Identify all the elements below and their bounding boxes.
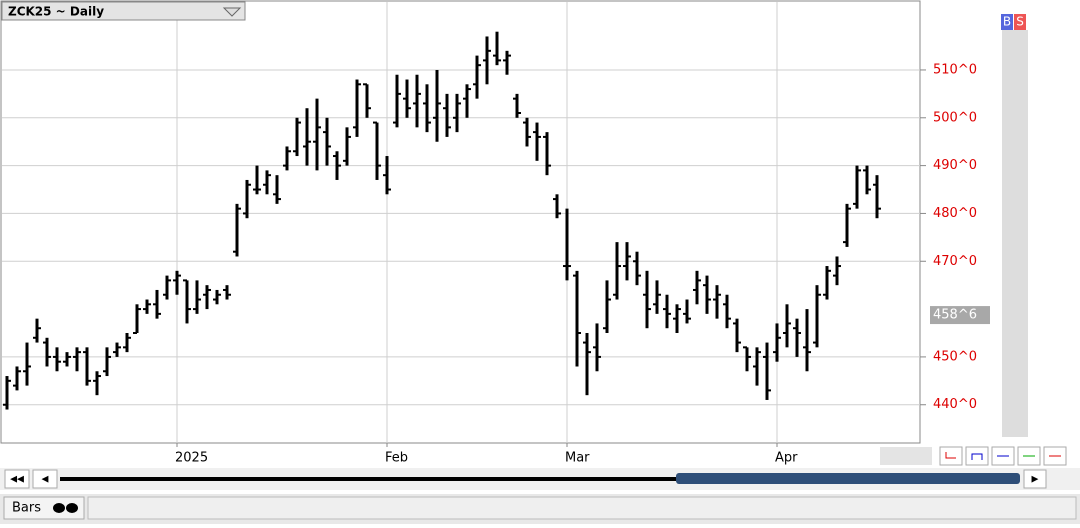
sell-label: S xyxy=(1016,15,1024,29)
last-price-box xyxy=(930,306,990,325)
dropdown-arrow[interactable] xyxy=(222,7,242,17)
tool-icon xyxy=(945,452,956,459)
scroll-first[interactable] xyxy=(4,469,30,489)
chart-title: ZCK25 ~ Daily xyxy=(8,5,104,19)
y-tick-label: 450^0 xyxy=(933,349,977,364)
buy-label: B xyxy=(1003,15,1011,29)
last-price-label: 458^6 xyxy=(933,308,977,323)
scroll-track[interactable] xyxy=(60,477,1020,481)
status-field xyxy=(87,496,1077,520)
toolbar-buttons xyxy=(939,446,1067,466)
x-tick-label: Mar xyxy=(565,451,590,466)
scroll-left[interactable] xyxy=(32,469,58,489)
tool-icon xyxy=(971,453,983,460)
tool-button[interactable] xyxy=(939,446,963,466)
scale-panel xyxy=(1002,30,1028,437)
scroll-right[interactable] xyxy=(1023,469,1047,489)
style-label: Bars xyxy=(12,501,41,516)
style-icon xyxy=(66,503,78,513)
x-tick-label: 2025 xyxy=(175,451,208,466)
buy-button[interactable] xyxy=(1001,14,1013,30)
scroll-thumb[interactable] xyxy=(676,473,1020,484)
sell-button[interactable] xyxy=(1014,14,1026,30)
scroll-right-icon: ▶ xyxy=(1032,475,1039,485)
scroll-left-icon: ◀ xyxy=(42,475,49,485)
axis-filler xyxy=(880,447,932,465)
tool-button[interactable] xyxy=(965,446,989,466)
title-box[interactable] xyxy=(1,1,246,21)
x-tick-label: Feb xyxy=(385,451,408,466)
y-tick-label: 500^0 xyxy=(933,110,977,125)
scroll-first-icon: ◀◀ xyxy=(10,475,24,485)
y-tick-label: 480^0 xyxy=(933,206,977,221)
x-tick-label: Apr xyxy=(775,451,798,466)
plot-frame xyxy=(0,0,921,444)
y-tick-label: 510^0 xyxy=(933,62,977,77)
y-tick-label: 440^0 xyxy=(933,397,977,412)
style-selector[interactable] xyxy=(3,496,85,520)
style-icon xyxy=(53,503,65,513)
y-tick-label: 490^0 xyxy=(933,158,977,173)
y-tick-label: 470^0 xyxy=(933,254,977,269)
